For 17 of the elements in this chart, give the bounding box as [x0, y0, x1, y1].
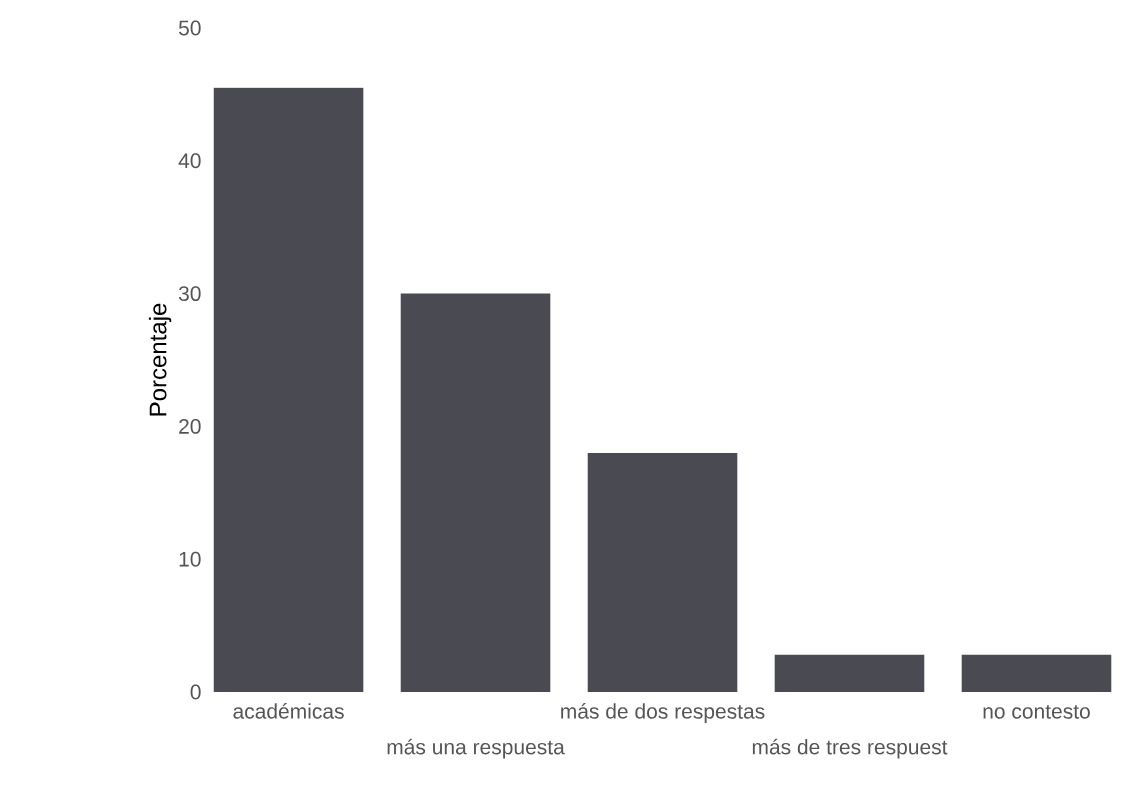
- x-tick-label: más de dos respestas: [561, 703, 765, 723]
- x-tick-label: más una respuesta: [387, 738, 565, 759]
- x-tick-label: más de tres respuest: [752, 738, 948, 759]
- y-axis-title: Porcentaje: [148, 303, 172, 416]
- bar: [213, 87, 364, 692]
- bar: [400, 293, 551, 692]
- y-tick-label: 10: [179, 551, 201, 567]
- y-tick-label: 30: [178, 286, 201, 302]
- y-tick-label: 50: [178, 20, 201, 36]
- y-tick-label: 0: [190, 684, 201, 700]
- bar: [774, 654, 925, 692]
- y-tick-label: 20: [179, 418, 201, 434]
- x-tick-label: académicas: [233, 703, 344, 719]
- bar: [961, 654, 1112, 692]
- bar: [587, 452, 738, 692]
- y-tick-label: 40: [178, 153, 201, 169]
- x-tick-label: no contesto: [983, 704, 1090, 719]
